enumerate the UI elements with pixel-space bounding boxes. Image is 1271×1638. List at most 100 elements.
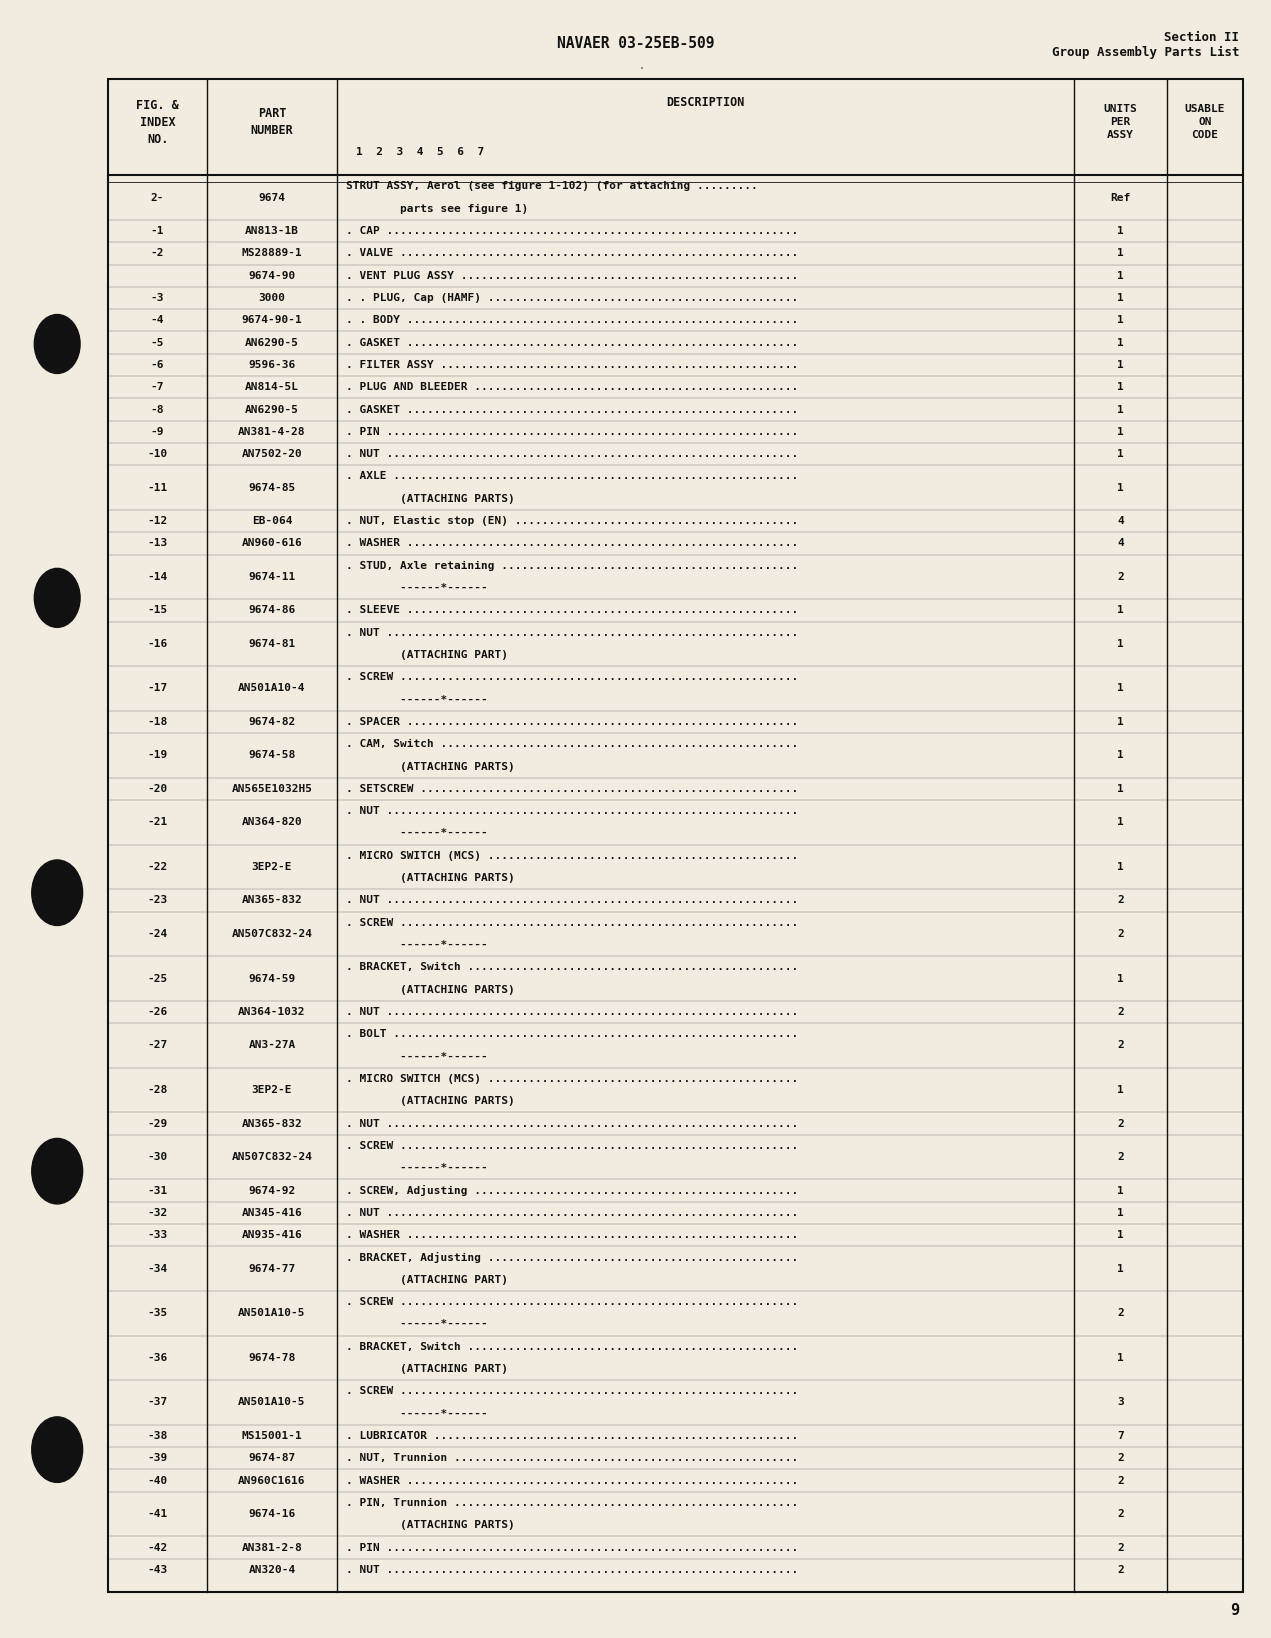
Text: AN507C832-24: AN507C832-24	[231, 929, 313, 939]
Text: . GASKET ..........................................................: . GASKET ...............................…	[346, 405, 798, 414]
Text: 1: 1	[1117, 360, 1124, 370]
Text: -15: -15	[147, 606, 168, 616]
Text: . PIN, Trunnion ...................................................: . PIN, Trunnion ........................…	[346, 1497, 798, 1509]
Text: FIG. &
INDEX
NO.: FIG. & INDEX NO.	[136, 98, 179, 146]
Text: 9674-87: 9674-87	[248, 1453, 296, 1463]
Text: -12: -12	[147, 516, 168, 526]
Text: AN501A10-5: AN501A10-5	[238, 1309, 306, 1319]
Text: AN6290-5: AN6290-5	[245, 337, 299, 347]
Text: AN565E1032H5: AN565E1032H5	[231, 785, 313, 794]
Text: AN320-4: AN320-4	[248, 1564, 296, 1574]
Text: . SCREW ...........................................................: . SCREW ................................…	[346, 1386, 798, 1396]
Text: AN381-2-8: AN381-2-8	[241, 1543, 302, 1553]
Text: . NUT .............................................................: . NUT ..................................…	[346, 1207, 798, 1217]
Text: -6: -6	[151, 360, 164, 370]
Text: -36: -36	[147, 1353, 168, 1363]
Text: . BRACKET, Switch .................................................: . BRACKET, Switch ......................…	[346, 963, 798, 973]
Text: . SPACER ..........................................................: . SPACER ...............................…	[346, 717, 798, 727]
Text: ------*------: ------*------	[346, 829, 488, 839]
Circle shape	[32, 1138, 83, 1204]
Text: Ref: Ref	[1111, 193, 1130, 203]
Text: -10: -10	[147, 449, 168, 459]
Text: 9674-85: 9674-85	[248, 483, 296, 493]
Text: -8: -8	[151, 405, 164, 414]
Text: (ATTACHING PARTS): (ATTACHING PARTS)	[346, 1096, 515, 1106]
Text: . NUT .............................................................: . NUT ..................................…	[346, 1007, 798, 1017]
Text: . STUD, Axle retaining ............................................: . STUD, Axle retaining .................…	[346, 560, 798, 570]
Text: -37: -37	[147, 1397, 168, 1407]
Text: 1: 1	[1117, 606, 1124, 616]
Text: . NUT .............................................................: . NUT ..................................…	[346, 806, 798, 816]
Text: MS15001-1: MS15001-1	[241, 1432, 302, 1441]
Text: 1: 1	[1117, 382, 1124, 391]
Text: -35: -35	[147, 1309, 168, 1319]
Text: 1  2  3  4  5  6  7: 1 2 3 4 5 6 7	[356, 146, 484, 157]
Text: ------*------: ------*------	[346, 1409, 488, 1419]
Text: -13: -13	[147, 539, 168, 549]
Text: . LUBRICATOR ......................................................: . LUBRICATOR ...........................…	[346, 1432, 798, 1441]
Text: AN365-832: AN365-832	[241, 896, 302, 906]
Text: . PIN .............................................................: . PIN ..................................…	[346, 1543, 798, 1553]
Text: 3: 3	[1117, 1397, 1124, 1407]
Text: AN813-1B: AN813-1B	[245, 226, 299, 236]
Text: . NUT, Elastic stop (EN) ..........................................: . NUT, Elastic stop (EN) ...............…	[346, 516, 798, 526]
Text: . VALVE ...........................................................: . VALVE ................................…	[346, 249, 798, 259]
Text: 1: 1	[1117, 717, 1124, 727]
Text: 9674-90-1: 9674-90-1	[241, 314, 302, 326]
Text: 9674-78: 9674-78	[248, 1353, 296, 1363]
Text: -24: -24	[147, 929, 168, 939]
Text: . NUT .............................................................: . NUT ..................................…	[346, 449, 798, 459]
Text: 4: 4	[1117, 539, 1124, 549]
Text: 9674-16: 9674-16	[248, 1509, 296, 1518]
Text: -38: -38	[147, 1432, 168, 1441]
Text: ------*------: ------*------	[346, 1163, 488, 1173]
Text: AN501A10-5: AN501A10-5	[238, 1397, 306, 1407]
Circle shape	[34, 314, 80, 373]
Text: 3000: 3000	[258, 293, 286, 303]
Text: AN507C832-24: AN507C832-24	[231, 1152, 313, 1161]
Text: . SCREW ...........................................................: . SCREW ................................…	[346, 1297, 798, 1307]
Text: 1: 1	[1117, 1230, 1124, 1240]
Text: 9674-77: 9674-77	[248, 1263, 296, 1274]
Text: 9674-81: 9674-81	[248, 639, 296, 649]
Text: 1: 1	[1117, 483, 1124, 493]
Text: NAVAER 03-25EB-509: NAVAER 03-25EB-509	[557, 36, 714, 51]
Text: (ATTACHING PART): (ATTACHING PART)	[346, 1274, 507, 1284]
Text: 9674-92: 9674-92	[248, 1186, 296, 1196]
Text: . WASHER ..........................................................: . WASHER ...............................…	[346, 539, 798, 549]
Text: AN501A10-4: AN501A10-4	[238, 683, 306, 693]
Text: -5: -5	[151, 337, 164, 347]
Text: 2: 2	[1117, 1040, 1124, 1050]
Circle shape	[34, 568, 80, 627]
Text: -28: -28	[147, 1084, 168, 1096]
Text: -22: -22	[147, 862, 168, 871]
Text: 2: 2	[1117, 572, 1124, 581]
Text: AN6290-5: AN6290-5	[245, 405, 299, 414]
Bar	[108, 79, 1243, 1592]
Text: . NUT, Trunnion ...................................................: . NUT, Trunnion ........................…	[346, 1453, 798, 1463]
Text: 1: 1	[1117, 1207, 1124, 1217]
Text: 9: 9	[1230, 1604, 1239, 1618]
Text: 1: 1	[1117, 314, 1124, 326]
Text: AN365-832: AN365-832	[241, 1119, 302, 1129]
Text: -30: -30	[147, 1152, 168, 1161]
Text: Group Assembly Parts List: Group Assembly Parts List	[1051, 46, 1239, 59]
Text: 1: 1	[1117, 1186, 1124, 1196]
Text: -41: -41	[147, 1509, 168, 1518]
Text: AN935-416: AN935-416	[241, 1230, 302, 1240]
Text: AN960-616: AN960-616	[241, 539, 302, 549]
Text: EB-064: EB-064	[252, 516, 292, 526]
Text: 2: 2	[1117, 1476, 1124, 1486]
Text: Section II: Section II	[1164, 31, 1239, 44]
Text: -23: -23	[147, 896, 168, 906]
Text: 9674-86: 9674-86	[248, 606, 296, 616]
Text: . FILTER ASSY .....................................................: . FILTER ASSY ..........................…	[346, 360, 798, 370]
Text: 2: 2	[1117, 1119, 1124, 1129]
Text: 2: 2	[1117, 1309, 1124, 1319]
Text: -25: -25	[147, 973, 168, 983]
Text: 1: 1	[1117, 249, 1124, 259]
Text: AN3-27A: AN3-27A	[248, 1040, 296, 1050]
Text: AN960C1616: AN960C1616	[238, 1476, 306, 1486]
Text: 9674: 9674	[258, 193, 286, 203]
Text: . SCREW, Adjusting ................................................: . SCREW, Adjusting .....................…	[346, 1184, 798, 1196]
